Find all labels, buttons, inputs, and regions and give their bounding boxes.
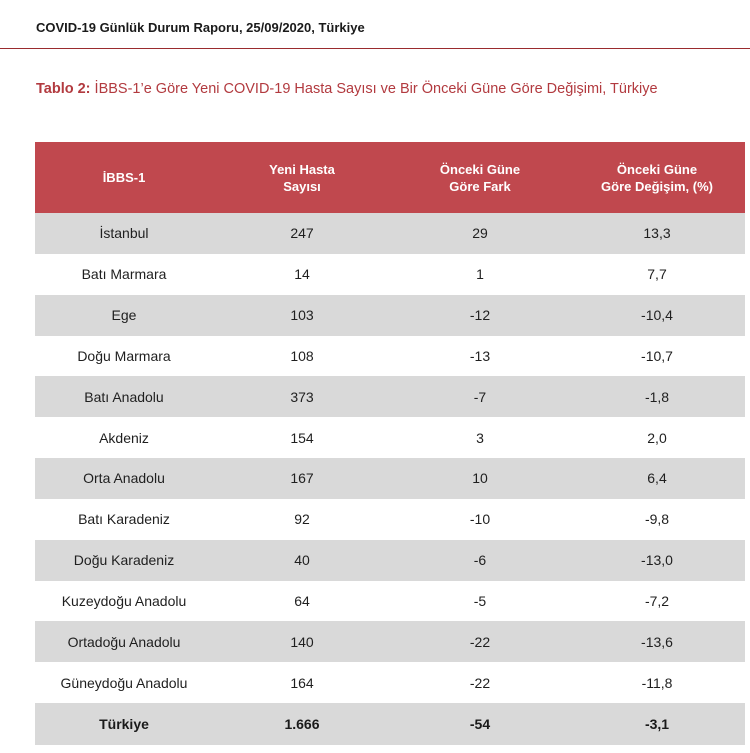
cell-new-cases: 108 [213, 335, 391, 377]
cell-difference: 3 [391, 417, 569, 459]
header-daily-difference-line-2: Göre Fark [449, 178, 511, 194]
cell-region: Batı Marmara [35, 253, 213, 295]
cell-difference: -13 [391, 335, 569, 377]
total-new-cases: 1.666 [213, 703, 391, 746]
total-change-percent: -3,1 [569, 703, 745, 746]
table-row: Batı Marmara 14 1 7,7 [35, 253, 745, 295]
cell-difference: -10 [391, 498, 569, 540]
cell-new-cases: 247 [213, 213, 391, 254]
cell-change-percent: -13,6 [569, 621, 745, 663]
cell-new-cases: 167 [213, 458, 391, 499]
table-row: Kuzeydoğu Anadolu 64 -5 -7,2 [35, 580, 745, 622]
cell-region: İstanbul [35, 213, 213, 254]
cell-difference: -5 [391, 580, 569, 622]
cell-difference: 29 [391, 213, 569, 254]
cell-difference: -7 [391, 376, 569, 418]
table-caption-label: Tablo 2: [36, 81, 91, 97]
cell-region: Ege [35, 294, 213, 336]
table-row: Doğu Karadeniz 40 -6 -13,0 [35, 539, 745, 581]
cell-new-cases: 154 [213, 417, 391, 459]
total-difference: -54 [391, 703, 569, 746]
table-row: Batı Karadeniz 92 -10 -9,8 [35, 498, 745, 540]
report-header: COVID-19 Günlük Durum Raporu, 25/09/2020… [36, 20, 365, 35]
table-caption: Tablo 2: İBBS-1’e Göre Yeni COVID-19 Has… [36, 81, 658, 97]
regional-cases-table: İBBS-1 Yeni Hasta Sayısı Önceki Güne Göre … [35, 142, 745, 746]
cell-region: Akdeniz [35, 417, 213, 459]
cell-change-percent: -7,2 [569, 580, 745, 622]
cell-region: Orta Anadolu [35, 458, 213, 499]
cell-new-cases: 14 [213, 253, 391, 295]
cell-change-percent: -10,4 [569, 294, 745, 336]
cell-difference: 1 [391, 253, 569, 295]
table-row: Ortadoğu Anadolu 140 -22 -13,6 [35, 621, 745, 663]
cell-region: Doğu Karadeniz [35, 539, 213, 581]
cell-region: Doğu Marmara [35, 335, 213, 377]
cell-difference: -12 [391, 294, 569, 336]
header-new-cases: Yeni Hasta Sayısı [213, 142, 391, 213]
header-new-cases-line-2: Sayısı [283, 178, 321, 194]
cell-region: Batı Karadeniz [35, 498, 213, 540]
table-header-row: İBBS-1 Yeni Hasta Sayısı Önceki Güne Göre … [35, 142, 745, 213]
cell-new-cases: 103 [213, 294, 391, 336]
header-divider [0, 48, 750, 49]
cell-new-cases: 92 [213, 498, 391, 540]
total-region: Türkiye [35, 703, 213, 746]
cell-region: Ortadoğu Anadolu [35, 621, 213, 663]
header-daily-difference: Önceki Güne Göre Fark [391, 142, 569, 213]
table-row: Batı Anadolu 373 -7 -1,8 [35, 376, 745, 418]
cell-region: Kuzeydoğu Anadolu [35, 580, 213, 622]
cell-new-cases: 40 [213, 539, 391, 581]
cell-change-percent: -1,8 [569, 376, 745, 418]
cell-change-percent: -11,8 [569, 662, 745, 704]
cell-change-percent: -13,0 [569, 539, 745, 581]
table-row: Akdeniz 154 3 2,0 [35, 417, 745, 459]
table-row: Ege 103 -12 -10,4 [35, 294, 745, 336]
cell-difference: -22 [391, 662, 569, 704]
header-daily-change-percent-line-1: Önceki Güne [616, 161, 698, 177]
table-row: İstanbul 247 29 13,3 [35, 213, 745, 254]
cell-difference: -6 [391, 539, 569, 581]
header-region-line: İBBS-1 [102, 170, 146, 185]
cell-change-percent: 6,4 [569, 458, 745, 499]
cell-change-percent: 7,7 [569, 253, 745, 295]
header-new-cases-line-1: Yeni Hasta [269, 161, 335, 177]
cell-change-percent: 13,3 [569, 213, 745, 254]
cell-difference: 10 [391, 458, 569, 499]
table-total-row: Türkiye 1.666 -54 -3,1 [35, 703, 745, 746]
cell-new-cases: 64 [213, 580, 391, 622]
cell-change-percent: -9,8 [569, 498, 745, 540]
table-row: Güneydoğu Anadolu 164 -22 -11,8 [35, 662, 745, 704]
header-region: İBBS-1 [35, 142, 213, 213]
table-row: Doğu Marmara 108 -13 -10,7 [35, 335, 745, 377]
cell-new-cases: 164 [213, 662, 391, 704]
header-daily-change-percent-line-2: Göre Değişim, (%) [601, 178, 713, 194]
header-daily-change-percent: Önceki Güne Göre Değişim, (%) [569, 142, 745, 213]
header-daily-difference-line-1: Önceki Güne [439, 161, 521, 177]
cell-region: Batı Anadolu [35, 376, 213, 418]
cell-change-percent: -10,7 [569, 335, 745, 377]
cell-new-cases: 140 [213, 621, 391, 663]
table-caption-text: İBBS-1’e Göre Yeni COVID-19 Hasta Sayısı… [90, 81, 658, 97]
cell-difference: -22 [391, 621, 569, 663]
table-row: Orta Anadolu 167 10 6,4 [35, 458, 745, 499]
cell-change-percent: 2,0 [569, 417, 745, 459]
cell-new-cases: 373 [213, 376, 391, 418]
cell-region: Güneydoğu Anadolu [35, 662, 213, 704]
